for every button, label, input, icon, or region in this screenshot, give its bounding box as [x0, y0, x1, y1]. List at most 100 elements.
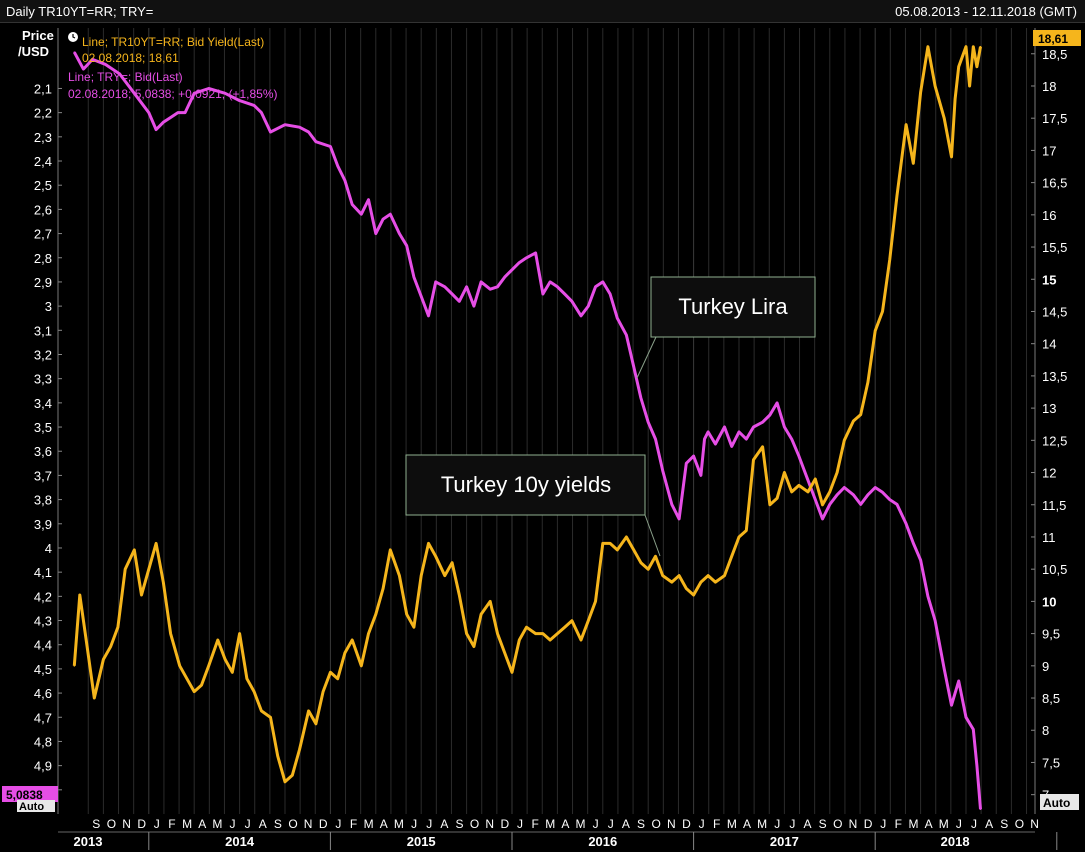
right-tick-label: 10,5 [1042, 562, 1067, 577]
data-point-tr10y [329, 671, 332, 674]
data-point-try [382, 218, 384, 220]
right-tick-label: 16 [1042, 208, 1056, 223]
right-current-label: 18,61 [1038, 32, 1068, 46]
right-tick-label: 11,5 [1042, 498, 1066, 513]
left-auto-label: Auto [19, 801, 44, 813]
data-point-tr10y [752, 458, 755, 461]
x-tick-month: O [107, 817, 116, 831]
data-point-tr10y [685, 587, 688, 590]
left-axis: 2,1 2,2 2,3 2,4 2,5 2,6 2,7 2,8 2,9 3 3,1 3,2 3,3 3,4… [34, 28, 62, 814]
data-point-try [616, 317, 619, 320]
x-tick-month: S [1000, 817, 1008, 831]
right-tick-label: 18,5 [1042, 47, 1067, 62]
left-tick-label: 2,7 [34, 227, 52, 242]
data-point-try [881, 491, 884, 494]
data-point-tr10y [723, 574, 726, 577]
x-tick-month: N [122, 817, 131, 831]
date-range: 05.08.2013 - 12.11.2018 (GMT) [895, 4, 1077, 19]
x-tick-month: J [593, 817, 599, 831]
data-point-try [549, 281, 551, 283]
data-point-try [534, 252, 537, 254]
data-point-tr10y [821, 503, 824, 506]
data-point-tr10y [413, 626, 415, 628]
data-point-tr10y [640, 561, 642, 564]
data-point-tr10y [496, 632, 499, 635]
x-tick-month: M [727, 817, 737, 831]
data-point-try [654, 438, 657, 440]
data-point-try [374, 232, 377, 235]
x-tick-month: S [819, 817, 827, 831]
left-tick-label: 4,4 [34, 638, 52, 653]
x-tick-month: M [939, 817, 949, 831]
plot-area [58, 28, 1035, 814]
dual-axis-line-chart[interactable]: 2,1 2,2 2,3 2,4 2,5 2,6 2,7 2,8 2,9 3 3,1 3,2 3,3 3,4… [0, 22, 1085, 852]
x-tick-month: N [304, 817, 313, 831]
data-point-try [965, 716, 967, 719]
data-point-tr10y [284, 780, 286, 783]
data-point-try [927, 595, 929, 598]
data-point-try [738, 431, 740, 433]
x-tick-month: J [229, 817, 235, 831]
data-point-try [609, 293, 611, 295]
data-point-tr10y [881, 310, 884, 313]
data-point-try [465, 285, 468, 288]
data-point-try [427, 314, 430, 317]
data-point-try [934, 619, 936, 622]
lira-callout-label: Turkey Lira [678, 294, 788, 319]
data-point-try [874, 486, 876, 489]
data-point-try [843, 486, 846, 489]
data-point-tr10y [807, 491, 809, 493]
left-tick-label: 3,5 [34, 420, 52, 435]
data-point-tr10y [580, 639, 582, 641]
data-point-tr10y [950, 156, 953, 158]
data-point-try [489, 288, 492, 290]
left-tick-label: 3,9 [34, 517, 52, 532]
right-tick-label: 17 [1042, 143, 1056, 158]
data-point-tr10y [730, 555, 733, 558]
data-point-tr10y [738, 536, 740, 538]
data-point-tr10y [776, 497, 778, 500]
data-point-tr10y [193, 690, 195, 693]
data-point-try [587, 305, 590, 307]
data-point-try [260, 111, 263, 114]
data-point-tr10y [609, 542, 611, 545]
data-point-tr10y [783, 471, 786, 474]
right-auto-button[interactable] [1040, 794, 1079, 810]
data-point-tr10y [238, 632, 241, 635]
data-point-try [723, 426, 726, 428]
data-point-try [580, 314, 582, 317]
data-point-tr10y [761, 445, 764, 448]
data-point-tr10y [954, 98, 956, 100]
data-point-try [177, 111, 179, 114]
data-point-try [511, 269, 513, 271]
x-tick-month: J [699, 817, 705, 831]
data-point-try [238, 99, 241, 102]
grid [87, 28, 1028, 814]
x-tick-month: S [274, 817, 282, 831]
data-point-tr10y [231, 671, 234, 674]
data-point-tr10y [276, 755, 279, 757]
right-tick-label: 9,5 [1042, 627, 1060, 642]
data-point-try [389, 213, 392, 216]
data-point-try [776, 402, 778, 404]
data-point-tr10y [678, 574, 680, 577]
right-tick-label: 15,5 [1042, 240, 1067, 255]
data-point-try [594, 285, 597, 288]
x-tick-year: 2017 [770, 834, 799, 849]
data-point-try [563, 293, 566, 295]
left-current-tag [2, 786, 58, 802]
left-auto-button[interactable] [17, 800, 55, 812]
data-point-tr10y [253, 690, 255, 693]
legend-try-value: 02.08.2018; 5,0838; +0,0921; (+1,85%) [68, 87, 278, 101]
data-point-tr10y [511, 671, 513, 674]
data-point-try [700, 474, 702, 477]
right-tick-label: 12,5 [1042, 433, 1067, 448]
data-point-try [73, 51, 76, 53]
x-tick-month: D [137, 817, 146, 831]
x-tick-year: 2013 [74, 834, 103, 849]
data-point-tr10y [344, 652, 346, 654]
x-tick-month: A [198, 817, 206, 831]
right-tick-label: 10 [1042, 594, 1056, 609]
data-point-tr10y [972, 45, 975, 48]
x-tick-year: 2018 [941, 834, 970, 849]
